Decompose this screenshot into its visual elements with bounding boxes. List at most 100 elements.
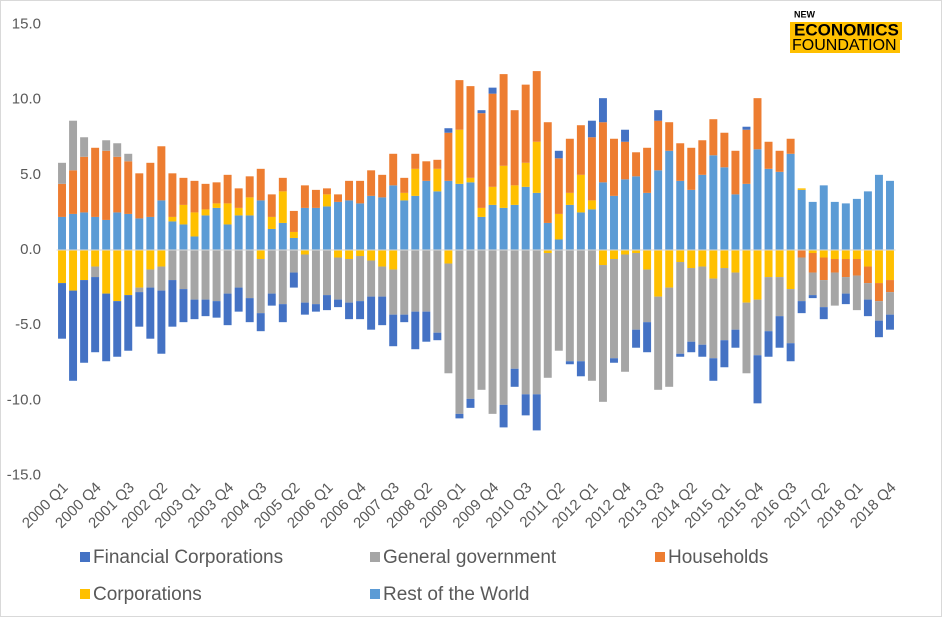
bar-segment [300, 250, 309, 255]
bar-segment [488, 250, 497, 414]
bar-segment [521, 186, 530, 250]
bar-segment [587, 200, 596, 210]
bar-segment [201, 299, 210, 317]
logo: NEW ECONOMICS FOUNDATION [790, 9, 902, 54]
bar-segment [179, 177, 188, 205]
bar-segment [223, 174, 232, 204]
bar-segment [223, 293, 232, 326]
bar-segment [698, 250, 707, 267]
bar-segment [113, 156, 122, 213]
bar-segment [753, 355, 762, 404]
bar-segment [477, 110, 486, 114]
bar-segment [610, 358, 618, 363]
bar-segment [676, 262, 685, 354]
bar-segment [488, 204, 497, 250]
bar-segment [102, 219, 111, 250]
bar-segment [874, 174, 883, 250]
bar-segment [289, 272, 298, 288]
bar-segment [58, 162, 66, 184]
bar-segment [643, 322, 652, 353]
bar-segment [587, 209, 596, 250]
y-tick-label: 5.0 [20, 166, 41, 183]
bar-segment [687, 147, 696, 190]
bar-segment [411, 153, 420, 169]
bar-segment [830, 272, 839, 306]
bar-segment [554, 250, 563, 351]
bar-segment [322, 194, 331, 207]
bar-segment [212, 203, 221, 208]
bar-segment [643, 147, 652, 193]
bar-segment [80, 250, 89, 281]
bar-segment [311, 250, 320, 305]
bar-segment [179, 250, 188, 290]
bar-segment [389, 153, 398, 186]
bar-segment [598, 122, 607, 183]
bar-segment [852, 250, 861, 260]
bar-segment [334, 201, 342, 250]
bar-segment [543, 253, 552, 378]
bar-segment [698, 140, 707, 175]
bar-segment [665, 122, 674, 151]
bar-segment [345, 200, 354, 250]
bar-segment [576, 212, 585, 250]
bar-segment [874, 283, 883, 302]
bar-segment [632, 329, 641, 348]
bar-segment [786, 343, 795, 362]
bar-segment [841, 203, 850, 250]
bar-segment [190, 212, 199, 237]
bar-segment [389, 269, 398, 315]
bar-segment [720, 340, 729, 368]
bar-segment [322, 250, 331, 296]
bar-segment [841, 259, 850, 278]
logo-text: FOUNDATION [792, 37, 897, 54]
bar-segment [753, 149, 762, 250]
bar-segment [157, 200, 166, 250]
bar-segment [146, 162, 155, 217]
bar-segment [654, 120, 663, 171]
bar-segment [819, 280, 828, 308]
legend-swatch [370, 552, 380, 562]
bar-segment [223, 203, 232, 225]
bar-segment [720, 132, 729, 168]
bar-segment [278, 177, 287, 192]
bar-segment [797, 189, 806, 250]
bar-segment [190, 299, 199, 320]
bar-segment [300, 302, 309, 315]
bar-segment [168, 216, 177, 222]
bar-segment [289, 250, 298, 273]
bar-segment [356, 180, 365, 204]
y-tick-label: -15.0 [7, 466, 41, 483]
bar-segment [124, 161, 133, 214]
bar-segment [521, 84, 530, 163]
bar-segment [289, 210, 298, 232]
bar-segment [201, 250, 210, 300]
bar-segment [709, 155, 718, 250]
bar-segment [510, 250, 519, 369]
bar-segment [632, 253, 641, 330]
bar-segment [610, 138, 618, 196]
bar-segment [278, 250, 287, 305]
bar-segment [654, 110, 663, 121]
bar-segment [510, 185, 519, 205]
y-tick-label: 0.0 [20, 241, 41, 258]
bar-segment [863, 191, 872, 250]
bar-segment [532, 394, 541, 431]
bar-segment [565, 361, 574, 365]
bar-segment [543, 122, 552, 223]
bar-segment [267, 293, 276, 306]
bar-segment [245, 298, 254, 323]
bar-segment [477, 207, 486, 217]
bar-segment [345, 302, 354, 320]
bar-segment [223, 250, 232, 294]
bar-segment [466, 250, 475, 399]
bar-segment [69, 250, 78, 291]
bar-segment [455, 250, 464, 414]
bar-segment [58, 216, 66, 250]
logo-text: ECONOMICS [794, 20, 899, 39]
bar-segment [643, 250, 652, 270]
bar-segment [610, 195, 618, 250]
bar-segment [510, 110, 519, 186]
bar-segment [808, 250, 817, 254]
bar-segment [389, 250, 398, 270]
